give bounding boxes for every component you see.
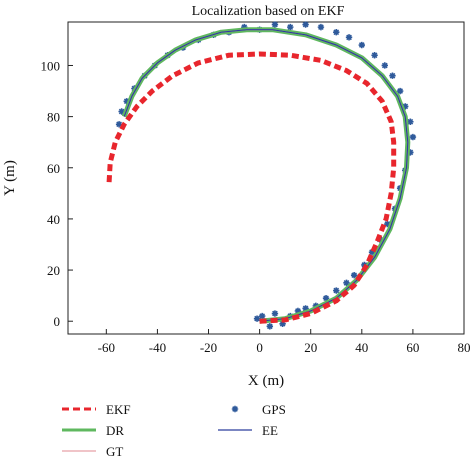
gps-point	[350, 271, 358, 279]
x-tick-label: 20	[304, 340, 317, 355]
x-tick-label: -20	[200, 340, 217, 355]
gps-point	[409, 133, 417, 141]
series-ekf-line	[106, 51, 397, 324]
gps-point	[371, 52, 378, 59]
y-tick-label: 0	[54, 314, 61, 329]
gps-point	[368, 248, 376, 256]
plot-frame	[67, 21, 465, 335]
series-ee-line	[123, 29, 409, 322]
series-layer	[106, 21, 417, 330]
y-axis-label: Y (m)	[2, 160, 18, 196]
x-tick-label: -60	[98, 340, 115, 355]
legend: EKF DR GT GPS EE	[62, 402, 286, 459]
gps-point	[317, 23, 325, 31]
legend-label: EE	[262, 423, 278, 438]
gps-point	[253, 315, 261, 322]
gps-point	[389, 72, 396, 79]
legend-label: DR	[106, 423, 124, 438]
x-tick-label: 0	[256, 340, 263, 355]
gps-point	[302, 21, 309, 28]
gps-point	[294, 307, 302, 315]
gps-point	[343, 279, 350, 287]
gps-point	[241, 23, 248, 31]
gps-point	[302, 305, 309, 312]
legend-item-gt: GT	[62, 444, 123, 459]
legend-item-gps: GPS	[231, 402, 286, 417]
axis-ticks: -60 -40 -20 0 20 40 60 80 0 20 40 60 80 100	[41, 58, 471, 355]
gps-point	[271, 21, 279, 28]
gps-point	[118, 108, 125, 115]
gps-point	[333, 29, 340, 36]
gps-point	[123, 98, 130, 105]
gps-point	[333, 287, 340, 294]
y-tick-label: 20	[47, 263, 60, 278]
legend-item-ee: EE	[218, 423, 278, 438]
y-tick-label: 40	[47, 212, 60, 227]
y-tick-label: 60	[47, 161, 60, 176]
x-tick-label: 40	[355, 340, 368, 355]
gps-point	[407, 118, 414, 125]
gps-point	[407, 149, 414, 156]
gps-point	[402, 103, 409, 110]
gps-point	[322, 294, 330, 302]
gps-point	[287, 23, 294, 31]
legend-item-ekf: EKF	[62, 402, 131, 417]
x-axis-label: X (m)	[248, 373, 284, 389]
gps-point	[266, 323, 274, 330]
x-tick-label: -40	[149, 340, 166, 355]
legend-item-dr: DR	[62, 423, 124, 438]
y-tick-label: 80	[47, 110, 60, 125]
x-tick-label: 80	[458, 340, 471, 355]
gps-point	[115, 121, 123, 128]
gps-point	[381, 62, 388, 69]
gps-point	[396, 87, 404, 95]
gps-point	[384, 220, 391, 228]
x-tick-label: 60	[406, 340, 419, 355]
gps-point	[231, 405, 239, 413]
legend-label: EKF	[106, 402, 131, 417]
gps-point	[258, 312, 266, 320]
y-tick-label: 100	[41, 58, 61, 73]
gps-point	[358, 41, 366, 49]
legend-label: GPS	[262, 402, 286, 417]
legend-label: GT	[106, 444, 123, 459]
gps-point	[279, 320, 286, 327]
gps-point	[271, 310, 279, 317]
gps-point	[345, 34, 353, 41]
chart-title: Localization based on EKF	[192, 4, 345, 19]
